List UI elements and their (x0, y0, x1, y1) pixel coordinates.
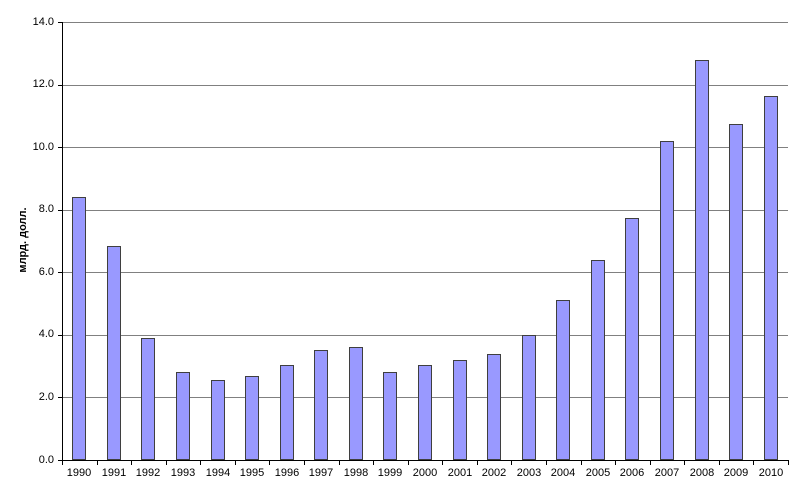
x-tick-label-2010: 2010 (758, 467, 784, 479)
x-tick-21 (788, 460, 789, 465)
x-tick-19 (719, 460, 720, 465)
gridline-y-4 (62, 334, 788, 336)
y-tick-label-4.0: 4.0 (38, 328, 54, 340)
x-tick-label-2005: 2005 (585, 467, 611, 479)
y-tick-2.0 (58, 397, 63, 398)
x-tick-label-1991: 1991 (101, 467, 127, 479)
x-tick-label-1997: 1997 (308, 467, 334, 479)
x-tick-label-2000: 2000 (412, 467, 438, 479)
y-tick-label-0.0: 0.0 (38, 454, 54, 466)
bar-2001 (452, 360, 467, 460)
y-axis-title: млрд. долл. (17, 207, 29, 273)
y-tick-label-10.0: 10.0 (32, 141, 54, 153)
x-tick-15 (581, 460, 582, 465)
bar-1996 (279, 365, 294, 460)
y-tick-8.0 (58, 210, 63, 211)
x-tick-label-2001: 2001 (447, 467, 473, 479)
x-tick-18 (684, 460, 685, 465)
x-tick-label-1998: 1998 (343, 467, 369, 479)
x-tick-10 (408, 460, 409, 465)
x-tick-label-2002: 2002 (481, 467, 507, 479)
y-tick-6.0 (58, 272, 63, 273)
bar-2004 (556, 300, 571, 460)
y-tick-12.0 (58, 85, 63, 86)
bar-1990 (72, 197, 87, 460)
x-tick-16 (615, 460, 616, 465)
bar-2009 (729, 124, 744, 460)
x-tick-label-2007: 2007 (654, 467, 680, 479)
x-tick-20 (753, 460, 754, 465)
gridline-y-6 (62, 272, 788, 274)
bar-1998 (348, 347, 363, 460)
gridline-y-12 (62, 84, 788, 86)
x-tick-label-1993: 1993 (170, 467, 196, 479)
x-tick-label-1994: 1994 (205, 467, 231, 479)
x-tick-17 (650, 460, 651, 465)
bar-2007 (660, 141, 674, 460)
x-tick-4 (200, 460, 201, 465)
x-tick-9 (373, 460, 374, 465)
plot-area (62, 22, 788, 460)
y-tick-label-12.0: 12.0 (32, 78, 54, 90)
bar-2003 (521, 335, 536, 460)
y-tick-14.0 (58, 22, 63, 23)
x-tick-0 (62, 460, 63, 465)
y-tick-label-8.0: 8.0 (38, 203, 54, 215)
bar-2008 (694, 60, 709, 460)
bar-1994 (210, 380, 225, 460)
x-tick-6 (269, 460, 270, 465)
x-tick-label-1996: 1996 (274, 467, 300, 479)
x-tick-13 (511, 460, 512, 465)
bar-2006 (625, 218, 640, 460)
x-tick-label-2008: 2008 (689, 467, 715, 479)
x-tick-14 (546, 460, 547, 465)
x-tick-label-2009: 2009 (723, 467, 749, 479)
bar-1995 (245, 376, 260, 460)
bar-2010 (763, 96, 778, 460)
x-tick-12 (477, 460, 478, 465)
gridline-y-8 (62, 209, 788, 211)
bar-2000 (418, 365, 432, 460)
x-tick-8 (339, 460, 340, 465)
x-axis-line (62, 460, 789, 461)
y-axis-line (62, 22, 63, 461)
y-tick-label-6.0: 6.0 (38, 266, 54, 278)
gridline-y-10 (62, 147, 788, 149)
x-tick-2 (131, 460, 132, 465)
x-tick-11 (442, 460, 443, 465)
x-tick-label-1995: 1995 (239, 467, 265, 479)
bar-1992 (141, 338, 156, 460)
y-tick-4.0 (58, 335, 63, 336)
bar-2002 (487, 354, 502, 460)
x-tick-label-1992: 1992 (135, 467, 161, 479)
x-tick-label-2003: 2003 (516, 467, 542, 479)
bar-1999 (383, 372, 398, 460)
y-tick-label-2.0: 2.0 (38, 391, 54, 403)
x-tick-5 (235, 460, 236, 465)
bar-2005 (590, 260, 605, 460)
x-tick-label-1990: 1990 (66, 467, 92, 479)
y-tick-0.0 (58, 460, 63, 461)
x-tick-label-1999: 1999 (377, 467, 403, 479)
x-tick-1 (97, 460, 98, 465)
x-tick-label-2006: 2006 (619, 467, 645, 479)
x-tick-label-2004: 2004 (550, 467, 576, 479)
gridline-y-14 (62, 22, 788, 23)
x-tick-7 (304, 460, 305, 465)
y-tick-label-14.0: 14.0 (32, 16, 54, 28)
bar-1993 (176, 372, 190, 460)
bar-1991 (106, 246, 121, 460)
x-tick-3 (166, 460, 167, 465)
bar-1997 (314, 350, 329, 460)
y-tick-10.0 (58, 147, 63, 148)
